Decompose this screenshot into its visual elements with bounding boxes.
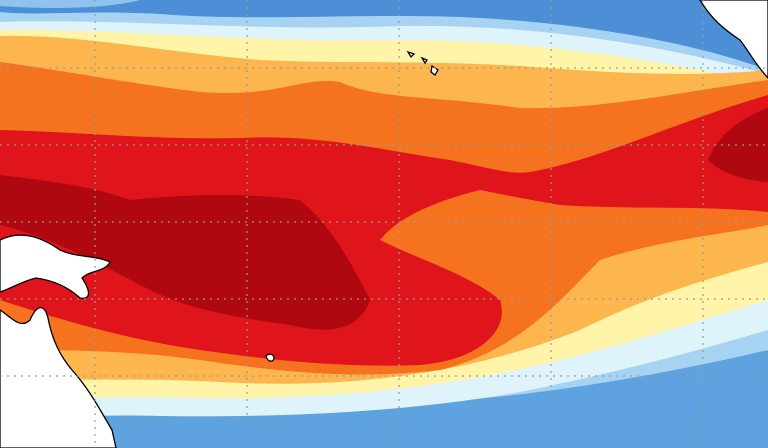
cool-band-top [0,0,768,70]
new-guinea [0,234,111,299]
hawaii [406,50,439,76]
fiji [265,353,275,362]
cool-band-top-left [0,0,140,8]
australia [0,307,117,448]
north-america [699,0,768,79]
warm-core-west [0,175,370,330]
warm-core-east [708,108,768,182]
cool-band-bottom [0,350,768,448]
